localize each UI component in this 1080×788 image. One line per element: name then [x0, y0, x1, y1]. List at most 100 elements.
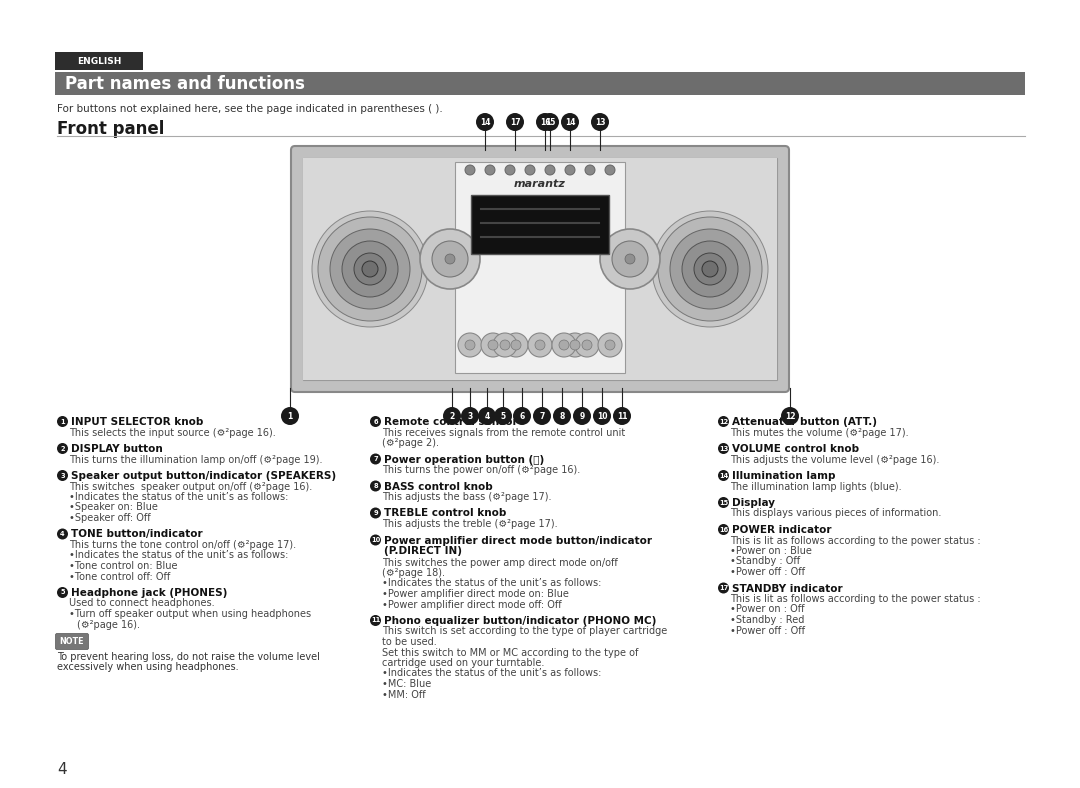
Text: This receives signals from the remote control unit: This receives signals from the remote co… — [382, 428, 625, 437]
Text: •Power amplifier direct mode on: Blue: •Power amplifier direct mode on: Blue — [382, 589, 569, 599]
Circle shape — [718, 497, 729, 508]
Text: This displays various pieces of information.: This displays various pieces of informat… — [730, 508, 942, 519]
Circle shape — [625, 254, 635, 264]
Circle shape — [312, 211, 428, 327]
Text: To prevent hearing loss, do not raise the volume level: To prevent hearing loss, do not raise th… — [57, 652, 320, 662]
Circle shape — [465, 165, 475, 175]
Text: 5: 5 — [60, 589, 65, 596]
Text: ENGLISH: ENGLISH — [77, 57, 121, 65]
Text: 15: 15 — [719, 500, 728, 505]
Circle shape — [694, 253, 726, 285]
Text: •Indicates the status of the unit’s as follows:: •Indicates the status of the unit’s as f… — [69, 551, 288, 560]
FancyBboxPatch shape — [55, 72, 1025, 95]
Text: Display: Display — [732, 498, 775, 508]
Circle shape — [528, 333, 552, 357]
Text: 10: 10 — [370, 537, 380, 543]
Text: Remote control sensor: Remote control sensor — [384, 417, 517, 427]
Circle shape — [354, 253, 386, 285]
FancyBboxPatch shape — [55, 634, 89, 649]
Text: Headphone jack (PHONES): Headphone jack (PHONES) — [71, 588, 228, 598]
Circle shape — [443, 407, 461, 425]
Circle shape — [552, 333, 576, 357]
Circle shape — [494, 407, 512, 425]
Text: DISPLAY button: DISPLAY button — [71, 444, 163, 454]
Circle shape — [330, 229, 410, 309]
Circle shape — [481, 333, 505, 357]
Circle shape — [370, 416, 381, 427]
Circle shape — [362, 261, 378, 277]
Circle shape — [585, 165, 595, 175]
Text: 15: 15 — [544, 117, 555, 127]
Circle shape — [342, 241, 399, 297]
Text: INPUT SELECTOR knob: INPUT SELECTOR knob — [71, 417, 203, 427]
Circle shape — [575, 333, 599, 357]
Text: This adjusts the bass (⚙²page 17).: This adjusts the bass (⚙²page 17). — [382, 492, 552, 502]
Text: TONE button/indicator: TONE button/indicator — [71, 530, 203, 540]
Circle shape — [534, 407, 551, 425]
Text: •Tone control off: Off: •Tone control off: Off — [69, 571, 171, 582]
Text: •Indicates the status of the unit’s as follows:: •Indicates the status of the unit’s as f… — [382, 668, 602, 678]
Circle shape — [718, 416, 729, 427]
Text: 12: 12 — [719, 418, 728, 425]
Text: 6: 6 — [374, 418, 378, 425]
Text: •Standby : Red: •Standby : Red — [730, 615, 805, 625]
Circle shape — [591, 113, 609, 131]
Circle shape — [553, 407, 571, 425]
FancyBboxPatch shape — [55, 52, 143, 70]
Text: •Turn off speaker output when using headphones: •Turn off speaker output when using head… — [69, 609, 311, 619]
Text: POWER indicator: POWER indicator — [732, 525, 832, 535]
Text: •MC: Blue: •MC: Blue — [382, 679, 431, 689]
Circle shape — [605, 340, 615, 350]
Text: This turns the illumination lamp on/off (⚙²page 19).: This turns the illumination lamp on/off … — [69, 455, 323, 464]
Circle shape — [445, 254, 455, 264]
Text: VOLUME control knob: VOLUME control knob — [732, 444, 859, 454]
Circle shape — [513, 407, 531, 425]
Circle shape — [478, 407, 496, 425]
Circle shape — [702, 261, 718, 277]
Circle shape — [559, 340, 569, 350]
Circle shape — [507, 113, 524, 131]
Text: 2: 2 — [449, 411, 455, 421]
Text: Used to connect headphones.: Used to connect headphones. — [69, 599, 215, 608]
Circle shape — [593, 407, 611, 425]
Text: The illumination lamp lights (blue).: The illumination lamp lights (blue). — [730, 481, 902, 492]
Text: STANDBY indicator: STANDBY indicator — [732, 583, 842, 593]
Circle shape — [605, 165, 615, 175]
Text: 13: 13 — [719, 445, 728, 452]
Text: This adjusts the volume level (⚙²page 16).: This adjusts the volume level (⚙²page 16… — [730, 455, 940, 464]
Text: 4: 4 — [484, 411, 489, 421]
Text: 5: 5 — [500, 411, 505, 421]
Text: TREBLE control knob: TREBLE control knob — [384, 508, 507, 519]
Text: (P.DIRECT IN): (P.DIRECT IN) — [384, 546, 462, 556]
Text: This switches  speaker output on/off (⚙²page 16).: This switches speaker output on/off (⚙²p… — [69, 481, 312, 492]
Circle shape — [681, 241, 738, 297]
Circle shape — [505, 165, 515, 175]
Text: This is lit as follows according to the power status :: This is lit as follows according to the … — [730, 536, 981, 545]
Circle shape — [57, 443, 68, 454]
Circle shape — [57, 470, 68, 481]
Circle shape — [420, 229, 480, 289]
Text: This selects the input source (⚙²page 16).: This selects the input source (⚙²page 16… — [69, 428, 275, 437]
Circle shape — [781, 407, 799, 425]
Circle shape — [488, 340, 498, 350]
Text: 1: 1 — [60, 418, 65, 425]
Text: 7: 7 — [374, 456, 378, 462]
Circle shape — [465, 340, 475, 350]
Text: Attenuator button (ATT.): Attenuator button (ATT.) — [732, 417, 877, 427]
Text: Front panel: Front panel — [57, 120, 164, 138]
Circle shape — [600, 229, 660, 289]
Circle shape — [598, 333, 622, 357]
Circle shape — [525, 165, 535, 175]
Circle shape — [561, 113, 579, 131]
Text: This turns the tone control on/off (⚙²page 17).: This turns the tone control on/off (⚙²pa… — [69, 540, 296, 550]
Text: •MM: Off: •MM: Off — [382, 690, 426, 700]
Text: 2: 2 — [60, 445, 65, 452]
Circle shape — [370, 534, 381, 545]
Circle shape — [718, 524, 729, 535]
Text: 14: 14 — [480, 117, 490, 127]
Text: 4: 4 — [60, 531, 65, 537]
Text: 16: 16 — [719, 526, 728, 533]
Circle shape — [573, 407, 591, 425]
Text: Power amplifier direct mode button/indicator: Power amplifier direct mode button/indic… — [384, 536, 652, 545]
Text: 14: 14 — [719, 473, 728, 478]
